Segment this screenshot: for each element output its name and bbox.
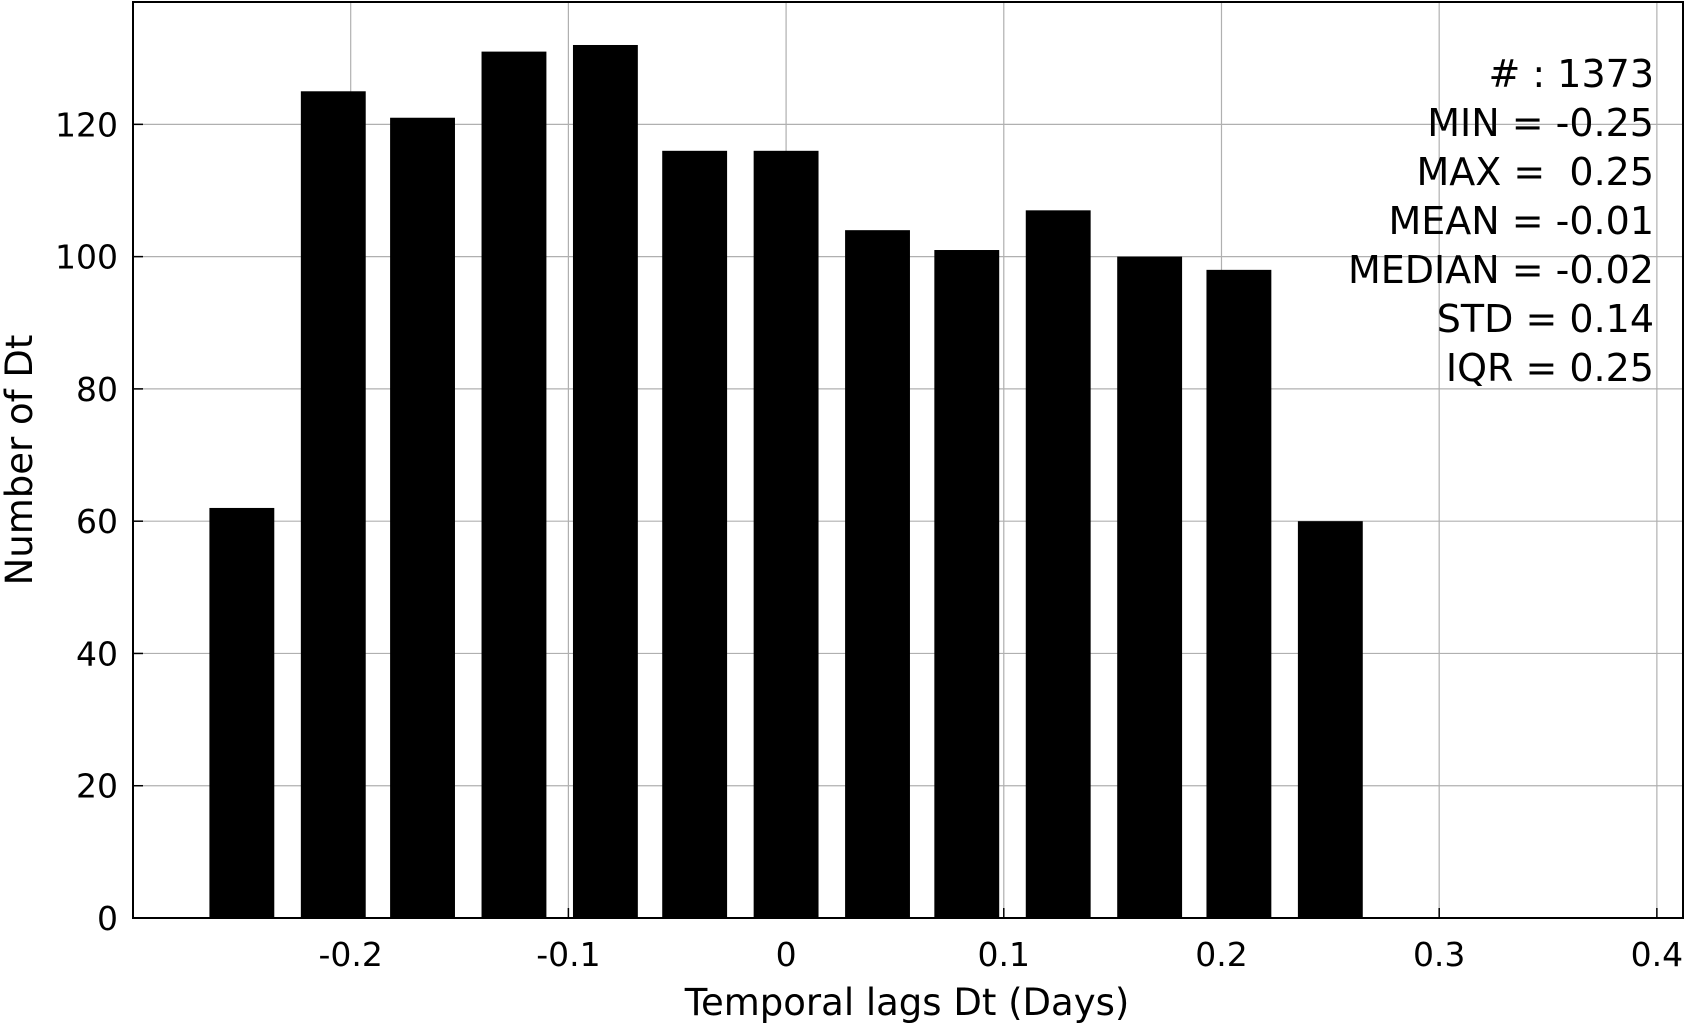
y-axis-label: Number of Dt bbox=[0, 335, 41, 586]
y-tick-label: 0 bbox=[97, 899, 118, 938]
histogram-bar bbox=[934, 250, 1000, 919]
histogram-bar bbox=[300, 91, 366, 918]
ticks-layer: -0.2 -0.1 0 0.1 0.2 0.3 0.4 0 20 40 60 80 100 120 bbox=[55, 105, 1683, 974]
histogram-bar bbox=[662, 150, 728, 919]
stats-annotation-line: MAX = 0.25 bbox=[1417, 150, 1655, 194]
x-tick-label: -0.2 bbox=[319, 935, 383, 974]
x-tick-label: 0.1 bbox=[978, 935, 1030, 974]
histogram-bar bbox=[753, 150, 819, 919]
histogram-bar bbox=[572, 44, 638, 918]
y-tick-label: 120 bbox=[55, 105, 118, 144]
x-tick-label: 0.4 bbox=[1631, 935, 1683, 974]
bars-layer bbox=[209, 44, 1363, 919]
stats-annotation-line: # : 1373 bbox=[1488, 52, 1654, 96]
x-tick-label: 0 bbox=[776, 935, 797, 974]
histogram-bar bbox=[1117, 256, 1183, 918]
histogram-bar bbox=[481, 51, 547, 918]
y-tick-label: 40 bbox=[76, 634, 118, 673]
stats-annotation-line: IQR = 0.25 bbox=[1446, 346, 1654, 390]
stats-annotation-line: MIN = -0.25 bbox=[1427, 101, 1654, 145]
plot-frame bbox=[132, 1, 1684, 919]
stats-annotation-line: MEAN = -0.01 bbox=[1388, 199, 1654, 243]
x-axis-label: Temporal lags Dt (Days) bbox=[684, 981, 1130, 1024]
histogram-bar bbox=[1025, 210, 1091, 918]
histogram-bar bbox=[845, 230, 910, 918]
stats-annotation-line: STD = 0.14 bbox=[1437, 297, 1654, 341]
histogram-bar bbox=[209, 507, 275, 918]
y-tick-label: 60 bbox=[76, 502, 118, 541]
stats-annotation-line: MEDIAN = -0.02 bbox=[1348, 248, 1654, 292]
x-tick-label: 0.3 bbox=[1413, 935, 1465, 974]
stats-annotations: # : 1373 MIN = -0.25 MAX = 0.25 MEAN = -0.0… bbox=[1348, 52, 1654, 390]
y-tick-label: 80 bbox=[76, 370, 118, 409]
y-tick-label: 100 bbox=[55, 238, 118, 277]
y-tick-label: 20 bbox=[76, 767, 118, 806]
histogram-bar bbox=[1297, 521, 1363, 918]
x-tick-label: 0.2 bbox=[1195, 935, 1247, 974]
x-tick-label: -0.1 bbox=[536, 935, 600, 974]
histogram-bar bbox=[1206, 269, 1272, 918]
histogram-bar bbox=[390, 117, 455, 919]
